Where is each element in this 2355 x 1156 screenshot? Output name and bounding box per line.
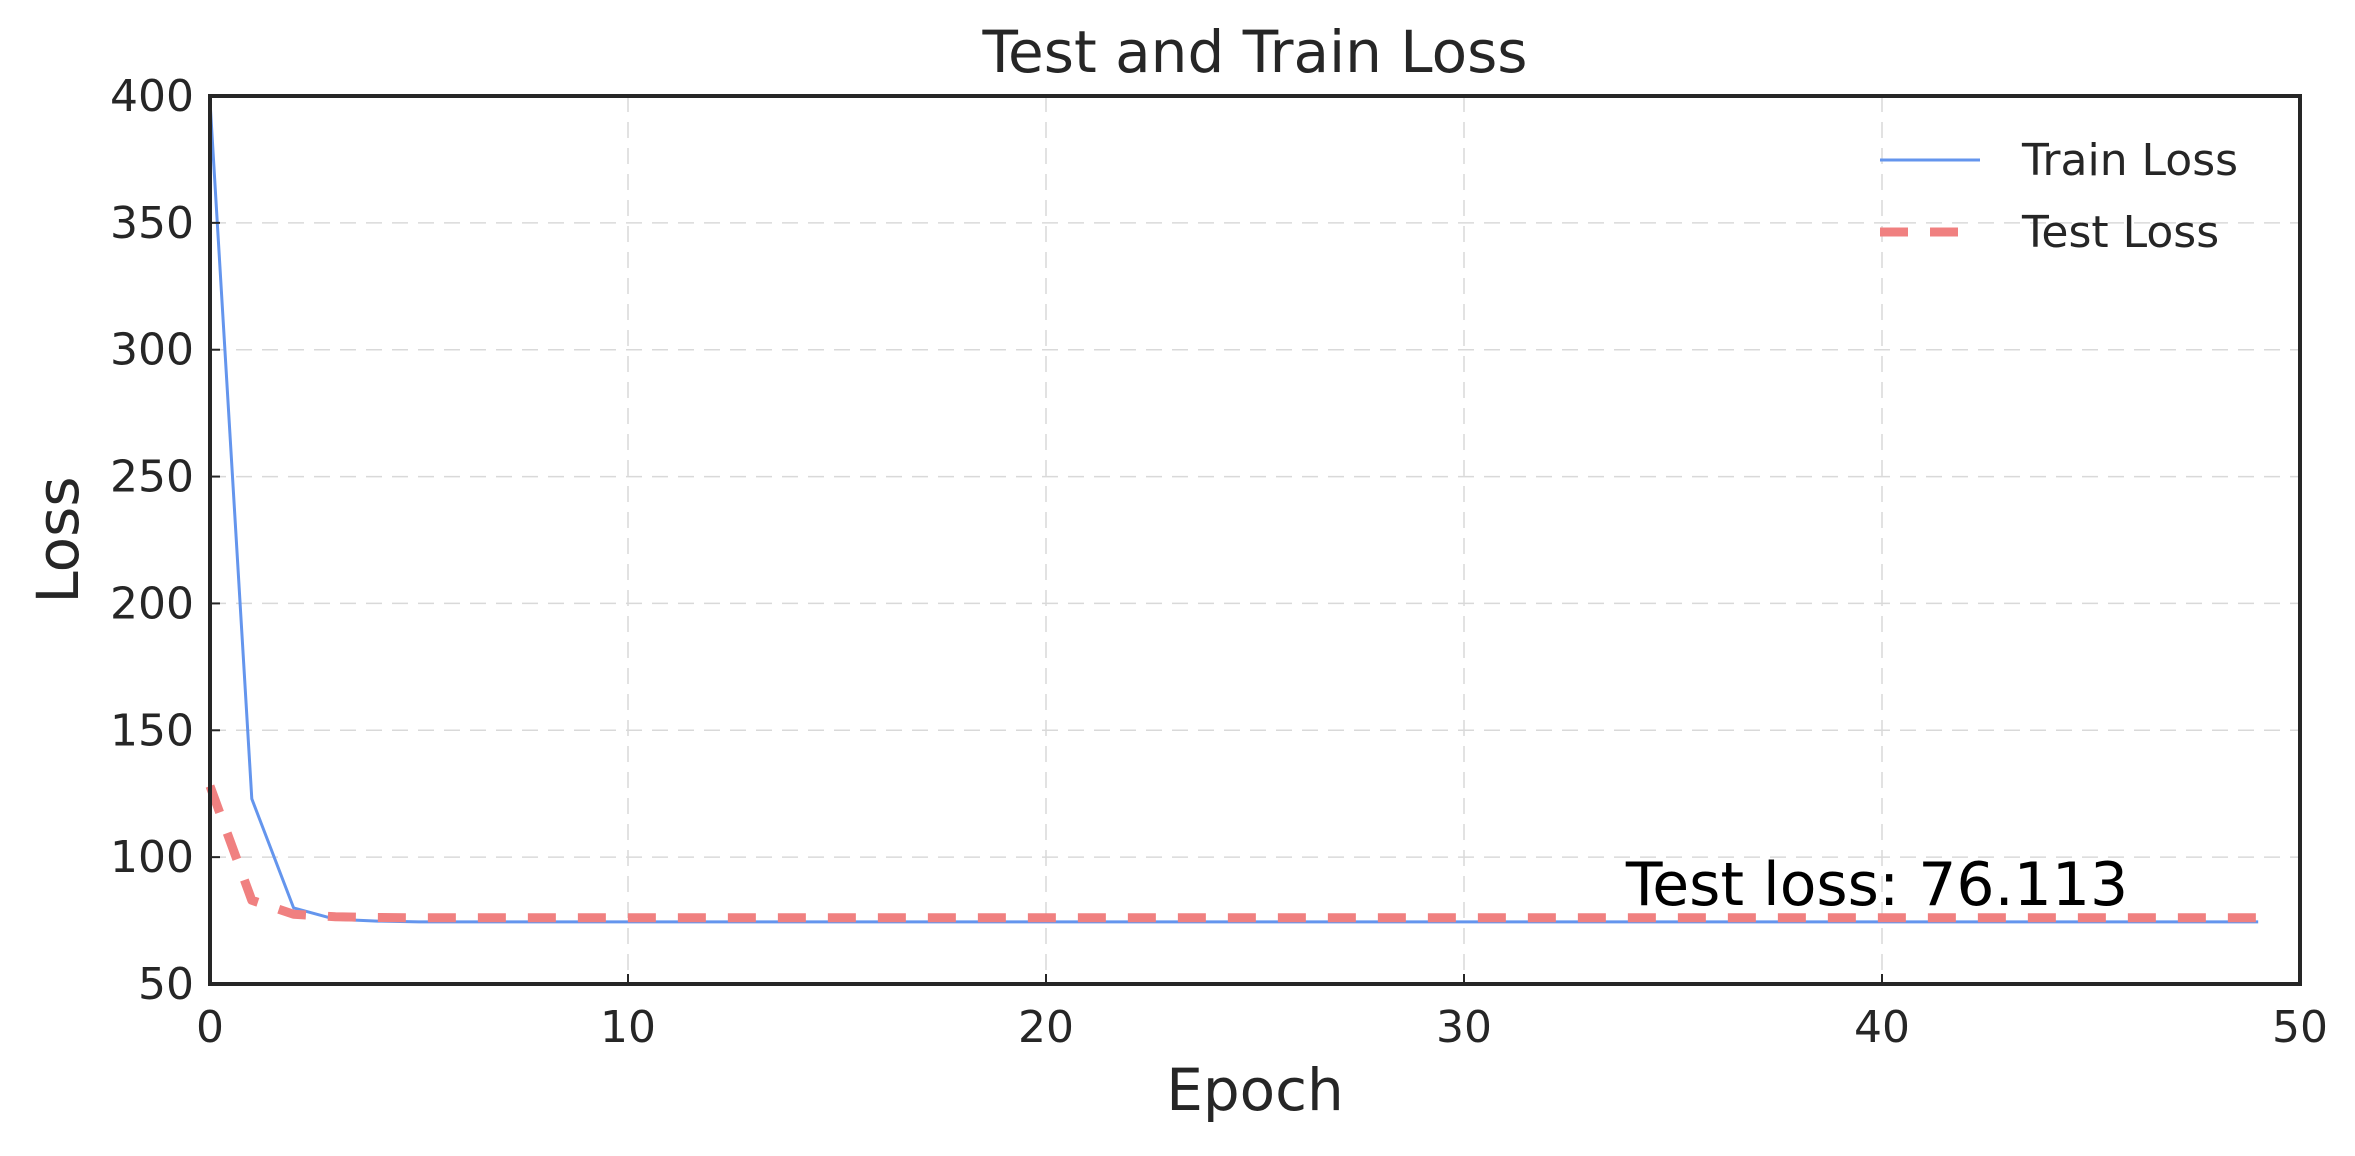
y-tick-label: 250 xyxy=(110,452,194,503)
y-tick-label: 50 xyxy=(138,959,194,1010)
grid xyxy=(210,96,2300,984)
y-axis-label: Loss xyxy=(24,476,92,603)
x-axis-label: Epoch xyxy=(1166,1056,1344,1124)
test-loss-annotation: Test loss: 76.113 xyxy=(1625,850,2128,920)
y-tick-label: 300 xyxy=(110,325,194,376)
x-tick-label: 40 xyxy=(1854,1002,1910,1053)
legend: Train Loss Test Loss xyxy=(1880,135,2238,258)
x-tick-label: 50 xyxy=(2272,1002,2328,1053)
test-loss-line xyxy=(205,784,2259,923)
plot-frame xyxy=(208,94,2302,986)
x-tick-label: 0 xyxy=(196,1002,224,1053)
x-tick-label: 30 xyxy=(1436,1002,1492,1053)
x-tick-label: 10 xyxy=(600,1002,656,1053)
chart-title: Test and Train Loss xyxy=(981,18,1527,86)
y-tick-label: 200 xyxy=(110,578,194,629)
y-tick-label: 350 xyxy=(110,198,194,249)
x-tick-label: 20 xyxy=(1018,1002,1074,1053)
legend-label-test-loss: Test Loss xyxy=(2021,207,2219,258)
series-lines xyxy=(205,100,2259,924)
axis-ticks: 0 10 20 30 40 50 50 100 150 200 250 300 350 400 xyxy=(110,71,2328,1053)
y-tick-label: 150 xyxy=(110,705,194,756)
y-tick-label: 100 xyxy=(110,832,194,883)
legend-label-train-loss: Train Loss xyxy=(2021,135,2238,186)
y-tick-label: 400 xyxy=(110,71,194,122)
train-loss-line xyxy=(208,100,2259,924)
